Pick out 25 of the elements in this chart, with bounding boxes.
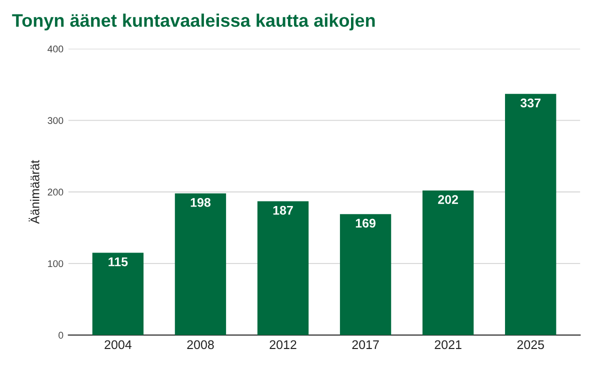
bar — [340, 214, 392, 336]
bar — [174, 193, 226, 336]
x-tick-label: 2004 — [104, 340, 132, 350]
y-tick-label: 300 — [48, 117, 64, 124]
data-label: 337 — [520, 98, 540, 108]
y-tick-label: 100 — [48, 260, 64, 268]
y-tick-label: 0 — [58, 332, 64, 339]
data-label: 202 — [438, 195, 458, 204]
data-label: 198 — [190, 198, 211, 207]
bar — [422, 190, 474, 336]
x-tick-label: 2008 — [187, 340, 214, 350]
chart-title: Tonyn äänet kuntavaaleissa kautta aikojen — [12, 14, 375, 30]
bar — [505, 94, 556, 336]
data-label: 169 — [356, 218, 376, 228]
y-axis-title: Äänimäärät — [28, 160, 40, 224]
x-tick-label: 2025 — [517, 340, 544, 350]
x-tick-label: 2017 — [352, 340, 379, 350]
data-label: 187 — [273, 206, 293, 215]
x-tick-label: 2021 — [434, 340, 462, 350]
bar — [92, 252, 144, 336]
y-tick-label: 200 — [48, 188, 64, 196]
data-label: 115 — [108, 258, 128, 266]
y-tick-label: 400 — [48, 46, 64, 52]
bar — [257, 201, 309, 336]
x-tick-label: 2012 — [270, 340, 296, 350]
